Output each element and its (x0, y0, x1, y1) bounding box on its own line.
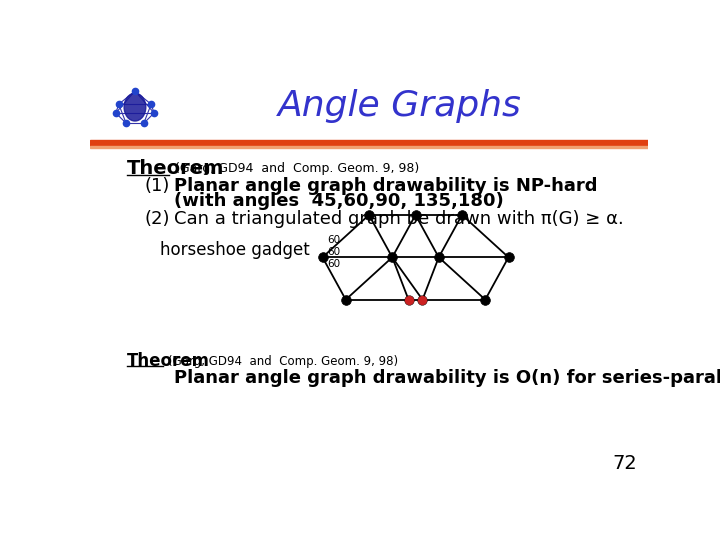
Text: Angle Graphs: Angle Graphs (278, 89, 522, 123)
Bar (90, 65, 648, 142)
Text: Theorem: Theorem (127, 352, 210, 370)
Ellipse shape (124, 93, 145, 121)
Text: (Garg, GD94  and  Comp. Geom. 9, 98): (Garg, GD94 and Comp. Geom. 9, 98) (168, 355, 397, 368)
Text: Can a triangulated graph be drawn with π(G) ≥ α.: Can a triangulated graph be drawn with π… (174, 210, 624, 228)
Bar (90, 140, 648, 146)
Text: Planar angle graph drawability is O(n) for series-parallel graphs: Planar angle graph drawability is O(n) f… (174, 369, 720, 387)
Text: 60: 60 (327, 235, 341, 246)
Text: horseshoe gadget: horseshoe gadget (160, 241, 310, 259)
Text: (Garg, GD94  and  Comp. Geom. 9, 98): (Garg, GD94 and Comp. Geom. 9, 98) (175, 162, 420, 176)
Text: 72: 72 (613, 454, 637, 473)
Text: (2): (2) (144, 210, 170, 228)
Text: (1): (1) (144, 178, 170, 195)
Text: Planar angle graph drawability is NP-hard: Planar angle graph drawability is NP-har… (174, 178, 597, 195)
Text: (with angles  45,60,90, 135,180): (with angles 45,60,90, 135,180) (174, 192, 503, 210)
Bar (90, 146, 648, 148)
Text: Theorem: Theorem (127, 159, 225, 178)
Text: 60: 60 (327, 259, 341, 269)
Text: 60: 60 (327, 247, 341, 257)
